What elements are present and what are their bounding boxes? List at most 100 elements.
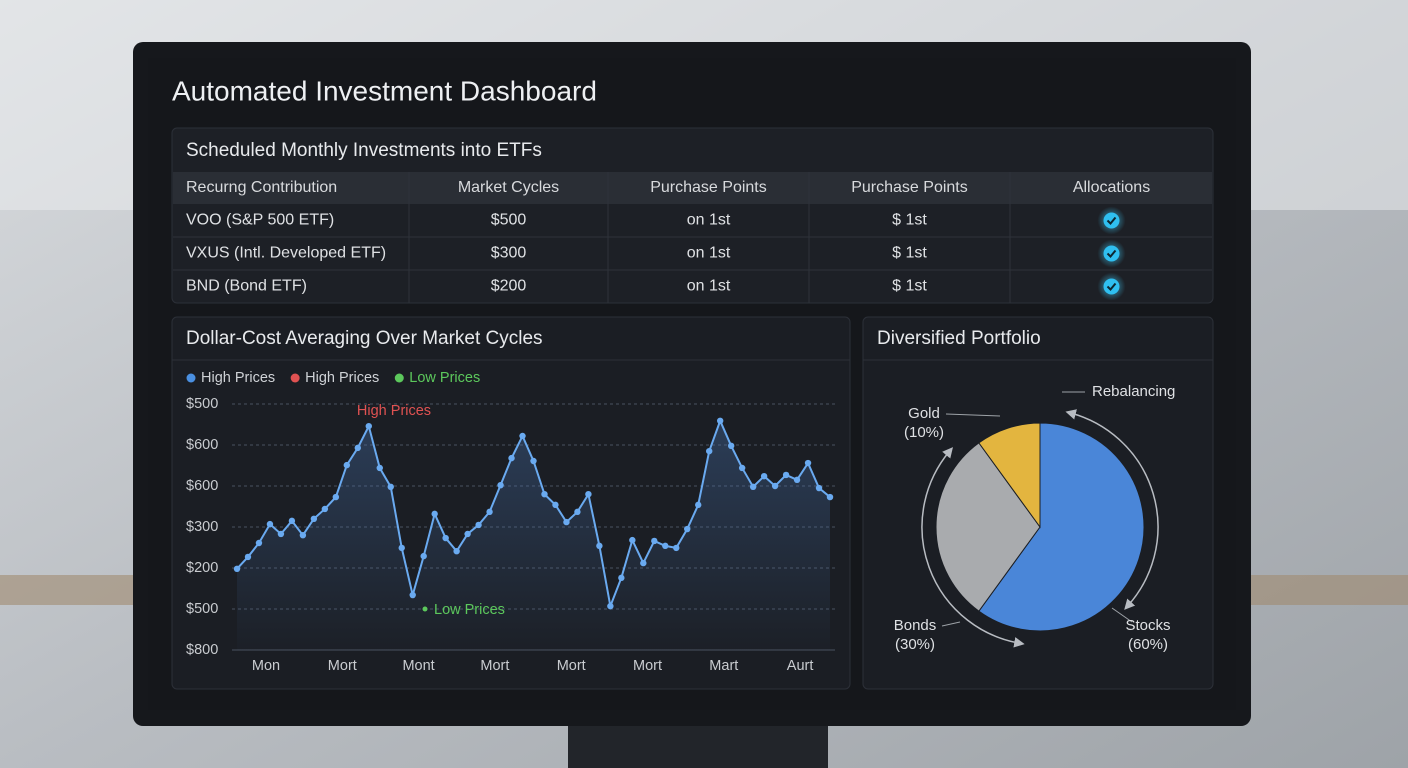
data-point [596,542,603,550]
data-point [541,491,548,498]
table-cell: VXUS (Intl. Developed ETF) [186,245,386,262]
rebalance-arrow [1065,409,1159,610]
x-tick-label: Mont [402,658,434,674]
data-point [574,508,581,516]
data-point [552,501,559,509]
data-point [475,521,482,529]
pie-label: Gold [908,405,940,422]
table-cell: VOO (S&P 500 ETF) [186,212,334,229]
y-tick-label: $200 [186,560,218,576]
data-point [760,472,768,480]
legend-swatch [186,373,196,383]
data-point [684,525,691,533]
data-point [288,517,296,525]
data-point [376,464,383,472]
desk-left [0,575,140,605]
table-cell: $300 [491,245,527,262]
legend-swatch [394,373,404,383]
dashboard-title: Automated Investment Dashboard [172,75,597,106]
data-point [387,483,394,491]
data-point [563,518,570,526]
annotation: Rebalancing [1092,383,1175,400]
column-header: Allocations [1073,179,1150,196]
data-point [486,508,493,516]
data-point [321,505,329,513]
data-point [706,447,713,455]
chart-title: Diversified Portfolio [877,328,1041,349]
data-point [277,530,285,538]
y-tick-label: $800 [186,642,218,658]
table-cell: $500 [491,212,527,229]
column-header: Purchase Points [650,179,767,196]
pie-value-label: (60%) [1128,636,1168,653]
column-header: Market Cycles [458,179,559,196]
data-point [453,547,460,555]
x-tick-label: Mon [252,658,280,674]
data-point [782,471,790,479]
x-tick-label: Mort [480,658,509,674]
data-point [310,515,318,522]
legend-entry: High Prices [201,370,275,386]
table-cell: on 1st [687,212,731,229]
x-tick-label: Mort [328,658,357,674]
check-mark [1106,216,1117,225]
data-point [530,457,537,465]
chart-title: Dollar-Cost Averaging Over Market Cycles [186,328,543,349]
data-point [343,461,351,469]
data-point [255,539,263,547]
panel [171,127,1214,304]
data-point [749,483,757,491]
column-header: Purchase Points [851,179,968,196]
check-icon [1103,245,1120,262]
data-point [299,532,307,539]
legend-entry: Low Prices [409,370,480,386]
data-point [673,544,680,552]
table-panel: Scheduled Monthly Investments into ETFs … [171,127,1214,304]
data-point [585,491,592,498]
legend-swatch [290,373,300,383]
data-point [431,510,438,518]
x-tick-label: Aurt [787,658,814,674]
data-point [508,454,515,462]
y-tick-label: $500 [186,601,218,617]
x-tick-label: Mart [709,658,738,674]
check-mark [1106,249,1117,258]
data-point [607,602,614,610]
annotation-dot [422,606,428,612]
data-point [398,544,405,552]
data-point [771,482,779,490]
check-icon [1103,278,1120,295]
monitor-stand [568,722,828,768]
pie-panel: Diversified Portfolio Stocks (60%) Bonds (30… [862,316,1214,690]
data-point [793,476,801,484]
data-point [354,444,361,452]
pie-value-label: (10%) [904,424,944,441]
y-tick-label: $600 [186,478,218,494]
x-tick-label: Mort [557,658,586,674]
table-cell: $ 1st [892,212,927,229]
rebalance-arrow [921,447,1025,648]
line-panel: Dollar-Cost Averaging Over Market Cycles… [171,316,851,690]
data-point [244,553,252,561]
data-point [815,484,823,492]
data-point [233,565,241,573]
data-point [464,530,471,538]
table-header [173,172,1212,204]
data-point [716,417,724,425]
data-point [442,534,449,542]
data-point [266,520,274,528]
desk-right [1250,575,1408,605]
annotation: Low Prices [434,602,505,618]
annotation: High Prices [357,403,431,419]
data-point [727,442,735,450]
data-point [738,464,746,472]
table-cell: BND (Bond ETF) [186,278,307,295]
data-point [332,493,340,501]
pie-label: Stocks [1125,617,1170,634]
data-point [629,536,636,544]
leader-line [1111,607,1133,623]
y-tick-label: $600 [186,437,218,453]
pie-value-label: (30%) [895,636,935,653]
data-point [409,591,416,599]
